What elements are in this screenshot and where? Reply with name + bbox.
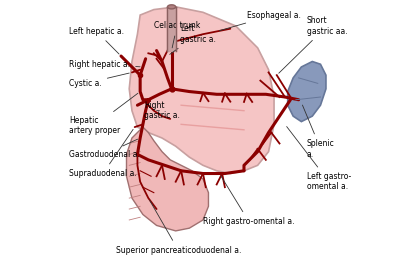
- Text: Supraduodenal a.: Supraduodenal a.: [69, 129, 136, 178]
- Text: Right hepatic a.: Right hepatic a.: [69, 60, 140, 69]
- Text: Hepatic
artery proper: Hepatic artery proper: [69, 93, 138, 136]
- Text: Left
gastric a.: Left gastric a.: [169, 25, 215, 54]
- Text: Esophageal a.: Esophageal a.: [219, 10, 300, 31]
- Text: Superior pancreaticoduodenal a.: Superior pancreaticoduodenal a.: [115, 200, 240, 254]
- Polygon shape: [129, 7, 273, 174]
- Text: Celiac trunk: Celiac trunk: [153, 22, 200, 48]
- Text: Cystic a.: Cystic a.: [69, 73, 129, 88]
- Ellipse shape: [167, 5, 175, 9]
- Text: Short
gastric aa.: Short gastric aa.: [278, 16, 347, 73]
- Text: Left gastro-
omental a.: Left gastro- omental a.: [286, 126, 350, 192]
- Polygon shape: [126, 127, 208, 231]
- Text: Right gastro-omental a.: Right gastro-omental a.: [202, 176, 294, 226]
- Polygon shape: [287, 62, 325, 122]
- Text: Gastroduodenal a.: Gastroduodenal a.: [69, 139, 140, 159]
- Text: Splenic
a.: Splenic a.: [302, 105, 334, 159]
- Text: Right
gastric a.: Right gastric a.: [144, 101, 180, 120]
- Text: Left hepatic a.: Left hepatic a.: [69, 27, 124, 54]
